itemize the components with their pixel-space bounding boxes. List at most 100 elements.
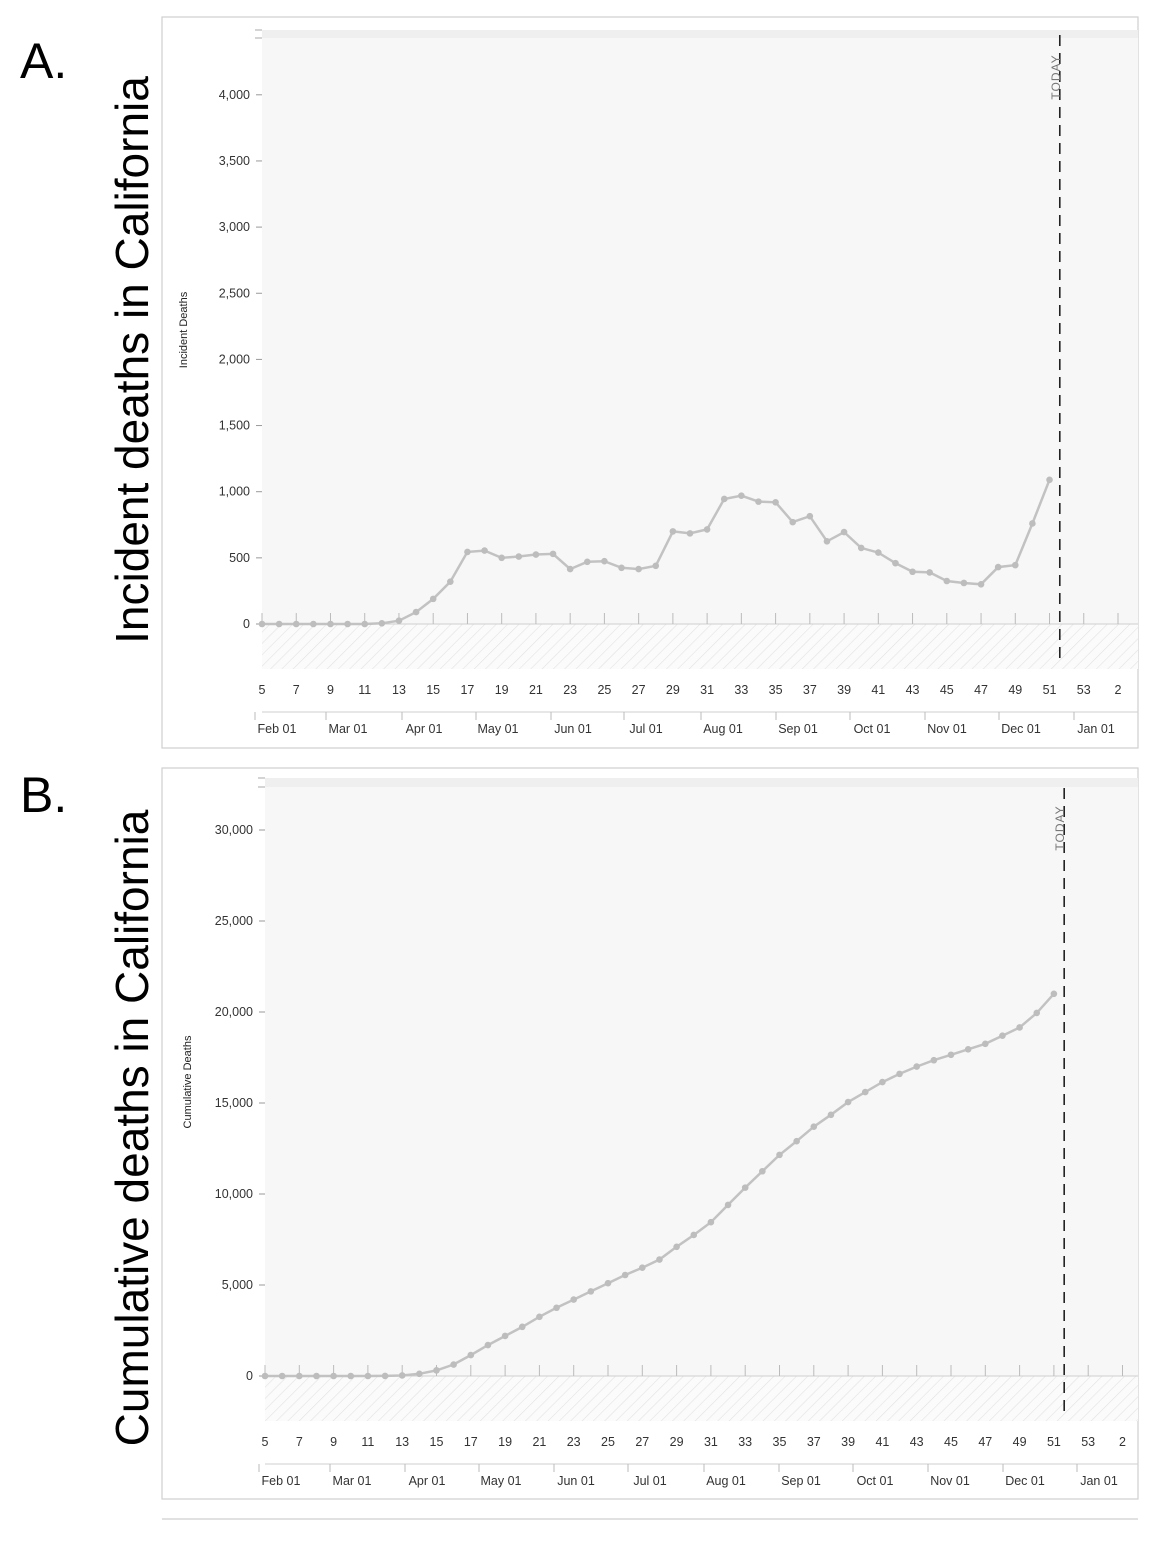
x-tick-label: 13 — [392, 683, 406, 697]
x-tick-label: 39 — [841, 1435, 855, 1449]
month-label: Jun 01 — [554, 722, 592, 736]
y-tick-label: 2,000 — [219, 352, 250, 366]
y-tick-label: 3,500 — [219, 154, 250, 168]
panel-b: B. Cumulative deaths in California Cumul… — [20, 767, 1139, 1520]
data-point — [296, 1372, 303, 1380]
data-point — [416, 1370, 423, 1378]
today-label-b: TODAY — [1053, 805, 1067, 850]
month-labels-b: Feb 01 Mar 01 Apr 01 May 01 Jun 01 Jul 01 Aug … — [258, 1464, 1118, 1488]
data-point — [909, 568, 916, 576]
x-tick-label: 29 — [666, 683, 680, 697]
x-tick-label: 31 — [704, 1435, 718, 1449]
y-tick-label: 30,000 — [215, 823, 253, 837]
data-point — [738, 492, 745, 499]
data-point — [840, 528, 848, 536]
data-point — [793, 1137, 800, 1145]
x-tick-label: 19 — [495, 683, 509, 697]
x-tick-label: 9 — [327, 683, 334, 697]
month-label: Aug 01 — [703, 722, 743, 736]
data-point — [977, 581, 985, 588]
month-label: Jan 01 — [1077, 722, 1115, 736]
y-tick-label: 15,000 — [215, 1096, 253, 1110]
month-label: Dec 01 — [1005, 1474, 1045, 1488]
month-label: Jan 01 — [1080, 1474, 1118, 1488]
data-point — [566, 565, 574, 573]
x-tick-label: 5 — [262, 1435, 269, 1449]
panel-a: A. Incident deaths in California Inciden… — [20, 16, 1139, 749]
data-point — [823, 538, 831, 545]
data-point — [378, 620, 386, 627]
data-point — [553, 1304, 560, 1312]
data-point — [913, 1063, 920, 1070]
data-point — [621, 1271, 629, 1279]
data-point — [313, 1372, 320, 1380]
top-band-b — [265, 778, 1138, 787]
month-labels-a: Feb 01 Mar 01 Apr 01 May 01 Jun 01 Jul 01 Aug … — [254, 712, 1115, 736]
data-point — [686, 530, 694, 537]
y-axis-label-b: Cumulative Deaths — [182, 1035, 194, 1128]
data-point — [601, 557, 608, 565]
data-point — [501, 1332, 509, 1340]
data-point — [947, 1051, 955, 1059]
data-point — [806, 512, 814, 520]
y-tick-label: 1,000 — [219, 485, 250, 499]
x-tick-label: 51 — [1047, 1435, 1061, 1449]
x-tick-label: 33 — [734, 683, 748, 697]
x-tick-label: 41 — [875, 1435, 889, 1449]
data-point — [652, 562, 660, 570]
month-label: Jul 01 — [633, 1474, 666, 1488]
data-point — [450, 1361, 457, 1368]
data-point — [481, 547, 488, 554]
x-tick-label: 17 — [460, 683, 474, 697]
x-tick-label: 5 — [259, 683, 266, 697]
data-point — [549, 550, 557, 558]
x-tick-label: 13 — [395, 1435, 409, 1449]
y-tick-label: 2,500 — [219, 286, 250, 300]
data-point — [347, 1372, 355, 1380]
data-point — [703, 526, 711, 533]
panel-letter-a: A. — [20, 33, 67, 89]
side-title-a: Incident deaths in California — [106, 76, 158, 644]
hatched-area-b — [265, 1376, 1138, 1421]
data-point — [275, 620, 283, 628]
data-point — [484, 1341, 492, 1349]
y-tick-label: 4,000 — [219, 88, 250, 102]
data-point — [278, 1372, 286, 1380]
data-point — [759, 1167, 766, 1175]
data-point — [292, 620, 300, 628]
x-tick-label: 17 — [464, 1435, 478, 1449]
data-point — [433, 1367, 440, 1374]
x-tick-label: 47 — [974, 683, 988, 697]
data-point — [789, 518, 797, 526]
month-label: May 01 — [478, 722, 519, 736]
data-point — [926, 569, 933, 576]
plot-area-b — [265, 787, 1138, 1376]
x-tick-label: 11 — [358, 683, 371, 697]
month-label: Apr 01 — [406, 722, 443, 736]
x-tick-label: 51 — [1043, 683, 1057, 697]
data-point — [618, 564, 625, 572]
data-point — [327, 620, 334, 628]
series-points-a — [258, 476, 1053, 628]
data-point — [587, 1288, 595, 1295]
x-tick-label: 47 — [978, 1435, 992, 1449]
x-tick-label: 11 — [361, 1435, 374, 1449]
x-tick-label: 49 — [1008, 683, 1022, 697]
month-label: Aug 01 — [706, 1474, 746, 1488]
x-tick-label: 29 — [670, 1435, 684, 1449]
y-ticks-a: 0 500 1,000 1,500 2,000 2,500 3,000 3,500 4,000 — [219, 88, 262, 631]
x-tick-label: 25 — [601, 1435, 615, 1449]
month-label: Feb 01 — [258, 722, 297, 736]
x-tick-label: 53 — [1081, 1435, 1095, 1449]
x-tick-label: 43 — [910, 1435, 924, 1449]
x-tick-label: 43 — [906, 683, 920, 697]
data-point — [344, 620, 351, 628]
data-point — [639, 1264, 646, 1272]
x-tick-label: 45 — [940, 683, 954, 697]
month-label: Jun 01 — [557, 1474, 595, 1488]
x-tick-label: 31 — [700, 683, 714, 697]
month-label: Oct 01 — [857, 1474, 894, 1488]
y-tick-label: 5,000 — [222, 1278, 253, 1292]
x-tick-label: 23 — [563, 683, 577, 697]
